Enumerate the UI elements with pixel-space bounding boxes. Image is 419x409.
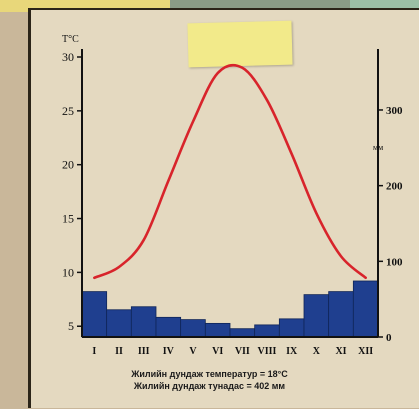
caption-line-1: Жилийн дундаж температур = 18°С [131, 369, 288, 379]
temperature-tick-label: 25 [62, 104, 74, 118]
precip-bar-I [81, 291, 108, 338]
temperature-tick-label: 20 [62, 158, 74, 172]
chart-frame [28, 8, 419, 408]
month-label-VI: VI [212, 346, 223, 357]
caption-line-2: Жилийн дундаж тунадас = 402 мм [133, 381, 286, 391]
precipitation-tick-label: 100 [386, 256, 403, 268]
temperature-tick-label: 30 [62, 50, 74, 64]
precipitation-tick-label: 300 [386, 105, 403, 117]
month-label-II: II [115, 346, 123, 357]
month-label-IX: IX [286, 346, 298, 357]
precip-bar-III [130, 306, 157, 338]
temperature-tick-label: 5 [68, 319, 74, 333]
precipitation-tick-label: 0 [386, 332, 392, 344]
month-label-I: I [92, 346, 96, 357]
precip-bar-VIII [254, 324, 280, 338]
precip-bar-IV [155, 316, 182, 338]
month-label-III: III [138, 346, 150, 357]
month-label-VII: VII [235, 346, 250, 357]
precip-bar-IX [278, 318, 305, 338]
precip-bar-II [106, 309, 132, 338]
month-label-IV: IV [163, 346, 175, 357]
month-label-X: X [313, 346, 321, 357]
temperature-tick-label: 15 [62, 212, 74, 226]
precipitation-axis-label: мм [373, 143, 383, 152]
temperature-tick-label: 10 [62, 265, 74, 279]
precip-bar-VII [229, 328, 256, 338]
precip-bar-XI [328, 291, 354, 338]
month-label-XI: XI [335, 346, 346, 357]
month-label-V: V [189, 346, 197, 357]
precip-bar-VI [204, 322, 231, 338]
temperature-axis-label: T°C [62, 34, 79, 45]
precipitation-tick-label: 200 [386, 181, 403, 193]
temperature-line [93, 63, 367, 280]
precip-bar-XII [352, 280, 379, 338]
precip-bar-X [303, 294, 330, 338]
month-label-VIII: VIII [258, 346, 277, 357]
precip-bar-V [180, 319, 206, 338]
month-label-XII: XII [358, 346, 373, 357]
